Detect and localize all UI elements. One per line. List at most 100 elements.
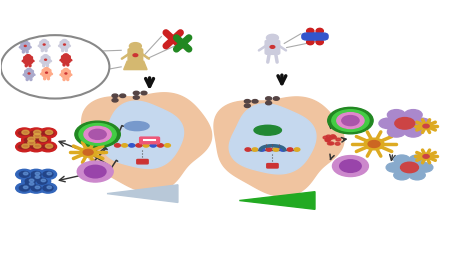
Ellipse shape (125, 122, 149, 131)
Polygon shape (239, 192, 315, 209)
Circle shape (35, 176, 40, 178)
Circle shape (28, 73, 30, 74)
Circle shape (65, 58, 67, 60)
Circle shape (325, 138, 330, 141)
Circle shape (328, 137, 333, 139)
Circle shape (143, 144, 149, 147)
Circle shape (19, 185, 29, 191)
FancyBboxPatch shape (128, 48, 143, 63)
Circle shape (330, 135, 335, 138)
Circle shape (364, 138, 384, 150)
Circle shape (31, 171, 41, 177)
Circle shape (252, 99, 258, 103)
Circle shape (89, 129, 106, 139)
Circle shape (43, 185, 53, 191)
Circle shape (31, 185, 41, 191)
Circle shape (35, 186, 40, 189)
Circle shape (409, 155, 425, 165)
Circle shape (27, 128, 45, 138)
Circle shape (336, 138, 341, 141)
FancyBboxPatch shape (311, 33, 328, 40)
Circle shape (394, 155, 410, 165)
Circle shape (39, 169, 56, 179)
Circle shape (42, 40, 46, 42)
Circle shape (112, 99, 118, 102)
Ellipse shape (307, 28, 314, 34)
FancyBboxPatch shape (137, 160, 148, 164)
Circle shape (129, 144, 135, 147)
Circle shape (26, 55, 30, 57)
Circle shape (80, 147, 96, 157)
Circle shape (394, 170, 410, 180)
Circle shape (335, 142, 340, 145)
Ellipse shape (24, 141, 36, 145)
Ellipse shape (42, 131, 54, 135)
Circle shape (23, 186, 28, 189)
Circle shape (77, 161, 113, 182)
Circle shape (273, 97, 279, 100)
Circle shape (294, 148, 300, 151)
Circle shape (47, 172, 52, 175)
Circle shape (417, 163, 433, 172)
Circle shape (273, 148, 279, 151)
FancyBboxPatch shape (40, 41, 48, 48)
Circle shape (75, 121, 120, 148)
Circle shape (133, 96, 139, 99)
Circle shape (28, 140, 35, 145)
Circle shape (395, 117, 415, 129)
Ellipse shape (18, 131, 30, 135)
Polygon shape (229, 104, 316, 174)
Circle shape (133, 54, 138, 57)
Circle shape (409, 170, 425, 180)
Circle shape (46, 72, 47, 73)
Circle shape (141, 91, 147, 95)
Circle shape (270, 45, 275, 48)
Circle shape (79, 124, 116, 145)
Circle shape (45, 59, 46, 60)
Circle shape (29, 179, 34, 182)
Circle shape (46, 144, 53, 148)
Circle shape (413, 118, 430, 129)
Circle shape (401, 162, 419, 173)
Circle shape (423, 155, 429, 158)
Circle shape (22, 179, 39, 190)
Circle shape (323, 136, 328, 139)
FancyBboxPatch shape (62, 70, 70, 77)
Circle shape (326, 138, 330, 141)
FancyBboxPatch shape (60, 41, 69, 48)
Circle shape (23, 172, 28, 175)
FancyBboxPatch shape (25, 70, 33, 77)
Circle shape (387, 110, 405, 120)
Circle shape (16, 169, 33, 179)
FancyBboxPatch shape (140, 137, 159, 144)
FancyBboxPatch shape (302, 33, 319, 40)
Circle shape (27, 131, 45, 142)
Circle shape (25, 182, 35, 188)
Circle shape (157, 144, 163, 147)
Circle shape (328, 107, 373, 134)
Circle shape (34, 135, 51, 145)
Circle shape (31, 175, 41, 181)
Ellipse shape (30, 134, 42, 138)
Circle shape (423, 124, 429, 128)
FancyBboxPatch shape (42, 69, 51, 76)
Circle shape (27, 173, 45, 183)
FancyBboxPatch shape (21, 42, 29, 50)
Circle shape (326, 135, 331, 138)
Circle shape (39, 183, 56, 193)
Circle shape (47, 186, 52, 189)
Circle shape (332, 136, 337, 139)
Circle shape (337, 113, 364, 129)
Circle shape (43, 55, 48, 57)
FancyBboxPatch shape (265, 40, 280, 54)
Circle shape (22, 176, 39, 186)
Circle shape (46, 130, 53, 134)
Circle shape (22, 144, 29, 148)
Circle shape (83, 149, 93, 155)
Circle shape (44, 68, 49, 70)
Circle shape (34, 130, 41, 134)
Circle shape (404, 110, 422, 120)
Ellipse shape (254, 125, 282, 135)
Circle shape (266, 148, 272, 151)
Circle shape (34, 134, 41, 138)
